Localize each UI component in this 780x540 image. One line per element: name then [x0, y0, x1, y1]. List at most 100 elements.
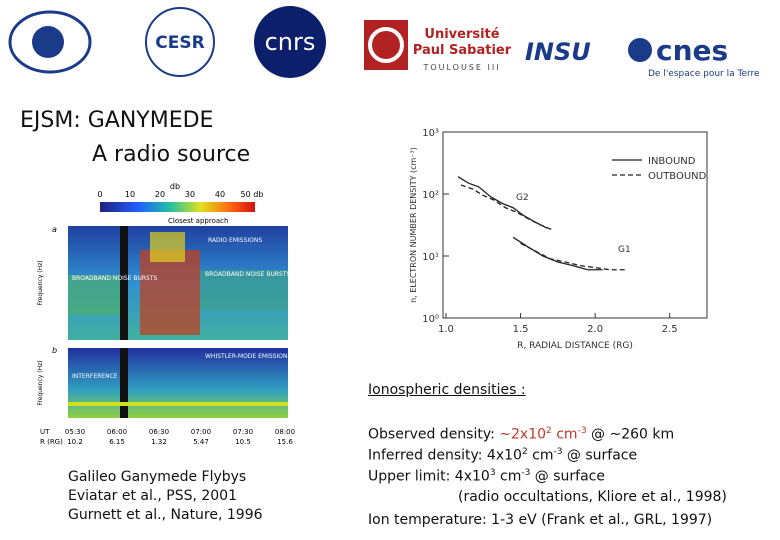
- spectrogram: db 0 10 20 30 40 50 db Closest approach …: [37, 182, 295, 446]
- text: ~2x10: [499, 426, 547, 443]
- x-tick-label: 1.5: [513, 324, 529, 335]
- logo-bar: CESR cnrs Université Paul Sabatier TOULO…: [8, 6, 760, 79]
- r-tick: 15.6: [277, 438, 293, 446]
- title-line1: EJSM: GANYMEDE: [20, 108, 214, 133]
- text: -3: [521, 468, 531, 478]
- cnes-tagline: De l'espace pour la Terre: [648, 69, 760, 79]
- reference: Gurnett et al., Nature, 1996: [68, 507, 263, 523]
- x-tick-label: 2.5: [662, 324, 678, 335]
- text: Inferred density: 4x10: [368, 447, 522, 464]
- y-tick-label: 10³: [422, 128, 439, 139]
- insu-text: INSU: [525, 38, 591, 66]
- text: cm: [551, 426, 578, 443]
- colorbar-unit: db: [170, 182, 180, 191]
- colorbar-tick: 20: [155, 190, 165, 199]
- panel-a: a: [52, 225, 57, 234]
- densities-heading: Ionospheric densities :: [368, 382, 526, 398]
- colorbar-tick: 30: [185, 190, 195, 199]
- r-label: R (RG): [40, 438, 63, 446]
- series-line: [457, 176, 548, 229]
- title-line2: A radio source: [92, 142, 251, 167]
- ut-tick: 07:30: [233, 428, 253, 436]
- logo-ups-mark: [368, 27, 404, 63]
- plot-frame: [442, 131, 708, 319]
- ut-label: UT: [40, 428, 50, 436]
- text: Upper limit: 4x10: [368, 468, 490, 485]
- emission-patch: [140, 250, 200, 335]
- freq-label: Frequency (Hz): [37, 360, 44, 405]
- ut-tick: 06:00: [107, 428, 127, 436]
- r-tick: 1.32: [151, 438, 167, 446]
- logo-cesr: [145, 7, 215, 77]
- text: 2: [521, 447, 528, 457]
- legend-label: OUTBOUND: [648, 171, 707, 182]
- noise-patch: [68, 275, 120, 315]
- interference-label: INTERFERENCE: [72, 373, 118, 380]
- reference: Galileo Ganymede Flybys: [68, 469, 247, 485]
- r-tick: 5.47: [193, 438, 209, 446]
- colorbar-tick: 10: [125, 190, 135, 199]
- cesr-text: CESR: [155, 33, 204, 53]
- colorbar-tick: 0: [97, 190, 102, 199]
- logo-pf: [8, 10, 92, 74]
- upper-limit: Upper limit: 4x103 cm-3 @ surface: [368, 468, 605, 485]
- interference-line: [68, 402, 288, 406]
- y-axis-label: n, ELECTRON NUMBER DENSITY (cm⁻³): [409, 147, 418, 303]
- panel-b-image: [68, 348, 288, 418]
- panel-b: b: [52, 346, 57, 355]
- noise-label: BROADBAND NOISE BURSTS: [72, 275, 158, 282]
- ut-tick: 08:00: [275, 428, 295, 436]
- text: 3: [489, 468, 496, 478]
- y-tick-label: 10⁰: [422, 314, 439, 325]
- series-line: [512, 236, 603, 271]
- ion-temperature: Ion temperature: 1-3 eV (Frank et al., G…: [368, 512, 713, 528]
- text: 2: [546, 426, 552, 436]
- time-axis: 05:30 10.2 06:00 6.15 06:30 1.32 07:00 5.47 07:3…: [65, 428, 295, 446]
- colorbar-tick: 40: [215, 190, 225, 199]
- noise-patch: [200, 270, 288, 310]
- ups-line3: TOULOUSE III: [422, 63, 500, 72]
- whistler-label: WHISTLER-MODE EMISSIONS: [205, 353, 291, 360]
- annotation: G1: [618, 245, 631, 255]
- emission-patch: [150, 232, 185, 262]
- legend-label: INBOUND: [648, 156, 696, 167]
- colorbar-tick: 50 db: [241, 190, 264, 199]
- logo-cnrs: [254, 6, 326, 78]
- cnes-text: cnes: [656, 34, 728, 67]
- logo-cnes-mark: [628, 38, 652, 62]
- text: @ surface: [562, 447, 638, 464]
- observed-density: Observed density: ~2x102 cm-3 @ ~260 km: [368, 426, 674, 443]
- closest-label: Closest approach: [168, 217, 228, 225]
- data-gap: [120, 226, 128, 340]
- x-axis-label: R, RADIAL DISTANCE (RG): [517, 341, 633, 351]
- x-tick-label: 2.0: [587, 324, 603, 335]
- y-tick-label: 10²: [422, 190, 439, 201]
- ut-tick: 06:30: [149, 428, 169, 436]
- logo-pf-core: [32, 26, 64, 58]
- text: cm: [495, 468, 522, 485]
- y-tick-label: 10¹: [422, 252, 439, 263]
- text: -3: [577, 426, 587, 436]
- colorbar: [100, 202, 255, 212]
- text: @ ~260 km: [586, 426, 675, 443]
- ups-line2: Paul Sabatier: [413, 43, 512, 58]
- series-line: [520, 242, 625, 271]
- ut-tick: 05:30: [65, 428, 85, 436]
- radio-label: RADIO EMISSIONS: [208, 237, 262, 244]
- occultation-ref: (radio occultations, Kliore et al., 1998…: [458, 489, 727, 505]
- cnrs-text: cnrs: [265, 28, 316, 56]
- inferred-density: Inferred density: 4x102 cm-3 @ surface: [368, 447, 637, 464]
- text: -3: [553, 447, 563, 457]
- reference: Eviatar et al., PSS, 2001: [68, 488, 237, 504]
- noise-label: BROADBAND NOISE BURSTS: [205, 271, 291, 278]
- ups-line1: Université: [424, 27, 499, 42]
- series-line: [460, 184, 554, 231]
- x-tick-label: 1.0: [438, 324, 454, 335]
- r-tick: 10.2: [67, 438, 83, 446]
- text: @ surface: [530, 468, 605, 485]
- r-tick: 10.5: [235, 438, 251, 446]
- text: cm: [527, 447, 554, 464]
- data-gap: [120, 348, 128, 418]
- freq-label: Frequency (Hz): [37, 260, 44, 305]
